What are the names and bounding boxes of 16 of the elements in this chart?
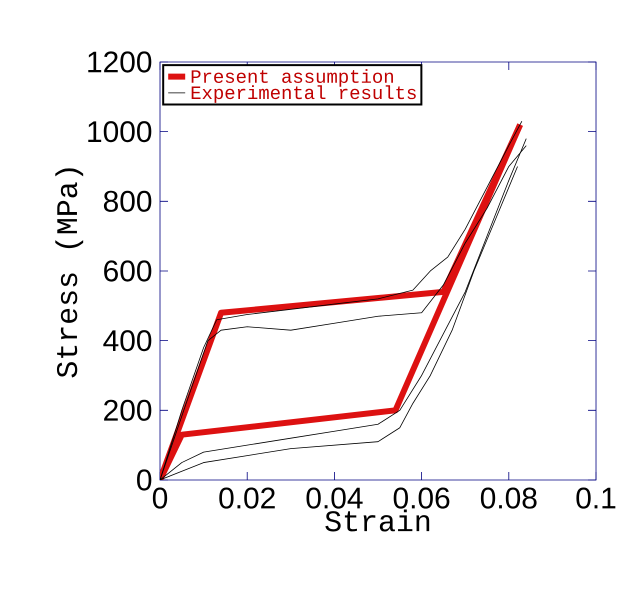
y-tick-label: 0: [137, 469, 152, 491]
x-tick-label: 0.02: [219, 488, 275, 509]
x-tick-label: 0: [152, 488, 168, 509]
y-tick-label: 1000: [88, 121, 152, 142]
x-tick-label: 0.04: [306, 488, 363, 509]
y-tick-label: 400: [103, 330, 152, 352]
y-tick-label: 600: [104, 260, 152, 282]
x-tick-label: 0.06: [394, 488, 450, 509]
y-tick-label: 200: [104, 400, 152, 421]
x-tick-label: 0.1: [576, 488, 616, 509]
y-axis-title: Stress (MPa): [55, 168, 84, 378]
x-tick-label: 0.08: [480, 488, 537, 509]
y-tick-label: 800: [104, 190, 152, 212]
x-axis-title: Strain: [325, 510, 430, 532]
legend-label: Experimental results: [192, 85, 416, 103]
y-tick-label: 1200: [88, 51, 152, 73]
